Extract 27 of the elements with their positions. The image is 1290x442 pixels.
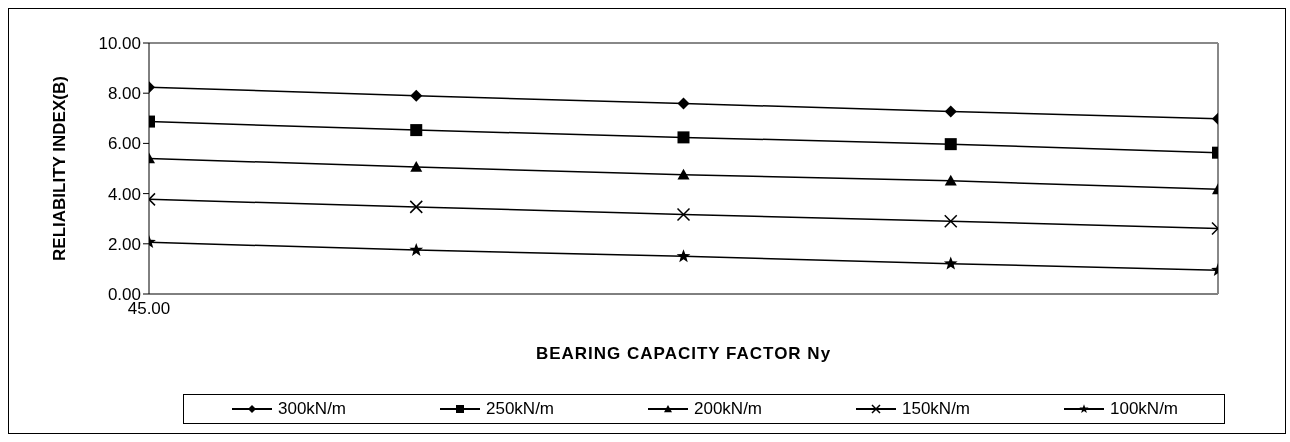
point — [677, 131, 690, 144]
point — [410, 160, 423, 172]
legend-label: 300kN/m — [277, 399, 347, 419]
point — [677, 168, 690, 180]
legend-label: 100kN/m — [1109, 399, 1179, 419]
y-tick-label: 6.00 — [107, 134, 141, 154]
point — [944, 105, 957, 118]
point — [943, 256, 958, 270]
y-tick-label: 8.00 — [107, 84, 141, 104]
legend-label: 250kN/m — [485, 399, 555, 419]
point — [676, 207, 691, 222]
legend-label: 150kN/m — [901, 399, 971, 419]
y-tick-label: 4.00 — [107, 184, 141, 204]
point — [944, 174, 957, 186]
point — [410, 124, 423, 137]
point — [944, 138, 957, 151]
point — [676, 249, 691, 263]
y-tick-label: 2.00 — [107, 234, 141, 254]
point — [409, 242, 424, 256]
legend-label: 200kN/m — [693, 399, 763, 419]
point — [410, 89, 423, 102]
point — [409, 200, 423, 214]
point — [944, 214, 958, 228]
y-axis-title: RELIABILITY INDEX(B) — [50, 76, 70, 261]
x-axis-title: BEARING CAPACITY FACTOR Ny — [535, 344, 832, 363]
y-tick-label: 10.00 — [98, 34, 141, 54]
point — [677, 97, 690, 110]
